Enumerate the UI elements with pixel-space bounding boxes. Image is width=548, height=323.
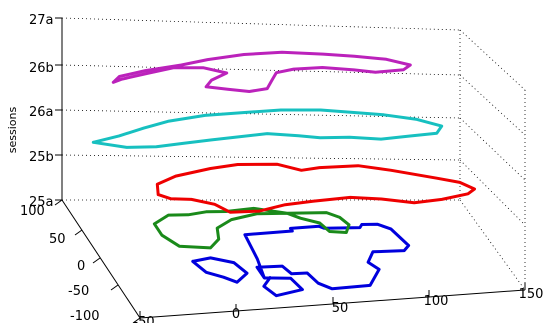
x-axis-ticks: -50 0 50 100 150 xyxy=(133,283,543,323)
series-line xyxy=(91,108,444,149)
z-axis-label: sessions xyxy=(6,107,19,154)
z-tick-label: 26a xyxy=(29,105,54,120)
series-line xyxy=(243,222,411,298)
x-tick-label: -50 xyxy=(133,315,154,323)
y-tick-label: 50 xyxy=(49,232,66,247)
x-tick-label: 100 xyxy=(424,294,449,309)
series-layer xyxy=(91,50,476,298)
series-line xyxy=(155,162,476,214)
y-tick-label: 0 xyxy=(77,259,85,274)
y-axis-ticks: 100 50 0 -50 -100 xyxy=(20,199,141,323)
y-tick-label: -100 xyxy=(70,309,100,323)
x-tick-label: 150 xyxy=(519,287,544,302)
z-tick-label: 25b xyxy=(29,150,54,165)
series-line xyxy=(111,50,412,93)
y-tick-label: 100 xyxy=(20,204,45,219)
series-line xyxy=(191,256,249,284)
z-tick-label: 27a xyxy=(29,13,54,28)
z-tick-label: 26b xyxy=(29,61,54,76)
y-tick-label: -50 xyxy=(68,284,89,299)
x-tick-label: 0 xyxy=(232,307,240,322)
x-tick-label: 50 xyxy=(332,301,349,316)
z-axis-ticks: 27a 26b 26a 25b 25a xyxy=(29,13,62,210)
z-tick-label: 25a xyxy=(29,195,54,210)
series-line xyxy=(152,206,351,250)
